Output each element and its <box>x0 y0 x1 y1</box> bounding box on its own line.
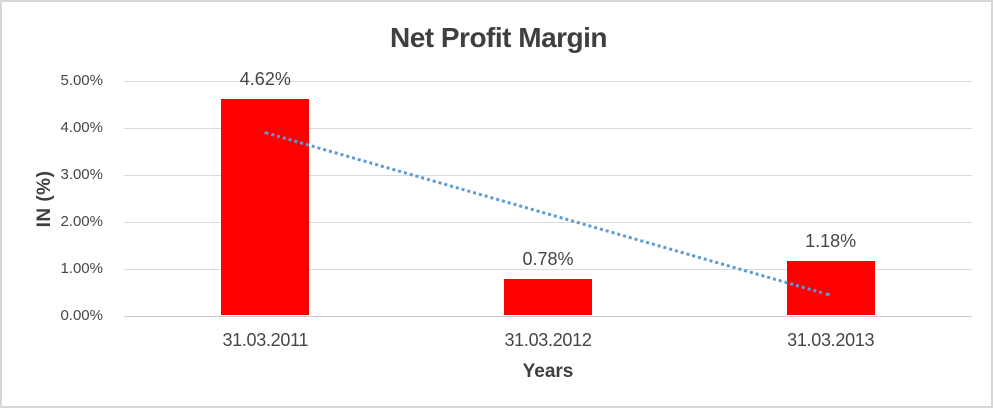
plot-area <box>124 81 972 317</box>
gridline <box>124 128 972 129</box>
y-tick-label: 2.00% <box>60 213 103 230</box>
gridline <box>124 175 972 176</box>
x-tick-label: 31.03.2011 <box>222 330 309 350</box>
bar-data-label: 1.18% <box>805 231 857 251</box>
bar-data-label: 4.62% <box>239 69 291 89</box>
gridline <box>124 81 972 82</box>
y-tick-label: 5.00% <box>60 72 103 89</box>
y-axis-title: IN (%) <box>34 170 55 228</box>
y-tick-label: 3.00% <box>60 166 103 183</box>
bar-31.03.2013 <box>786 261 875 315</box>
bar-31.03.2011 <box>221 99 310 315</box>
y-tick-label: 1.00% <box>60 260 103 277</box>
y-tick-label: 0.00% <box>60 307 103 324</box>
x-tick-label: 31.03.2012 <box>504 330 592 350</box>
y-tick-label: 4.00% <box>60 119 103 136</box>
gridline <box>124 269 972 270</box>
x-axis-title: Years <box>522 361 574 382</box>
chart-title: Net Profit Margin <box>389 22 608 53</box>
bar-31.03.2012 <box>504 279 592 315</box>
bar-data-label: 0.78% <box>522 249 574 269</box>
x-tick-label: 31.03.2013 <box>787 330 875 350</box>
gridline <box>124 222 972 223</box>
